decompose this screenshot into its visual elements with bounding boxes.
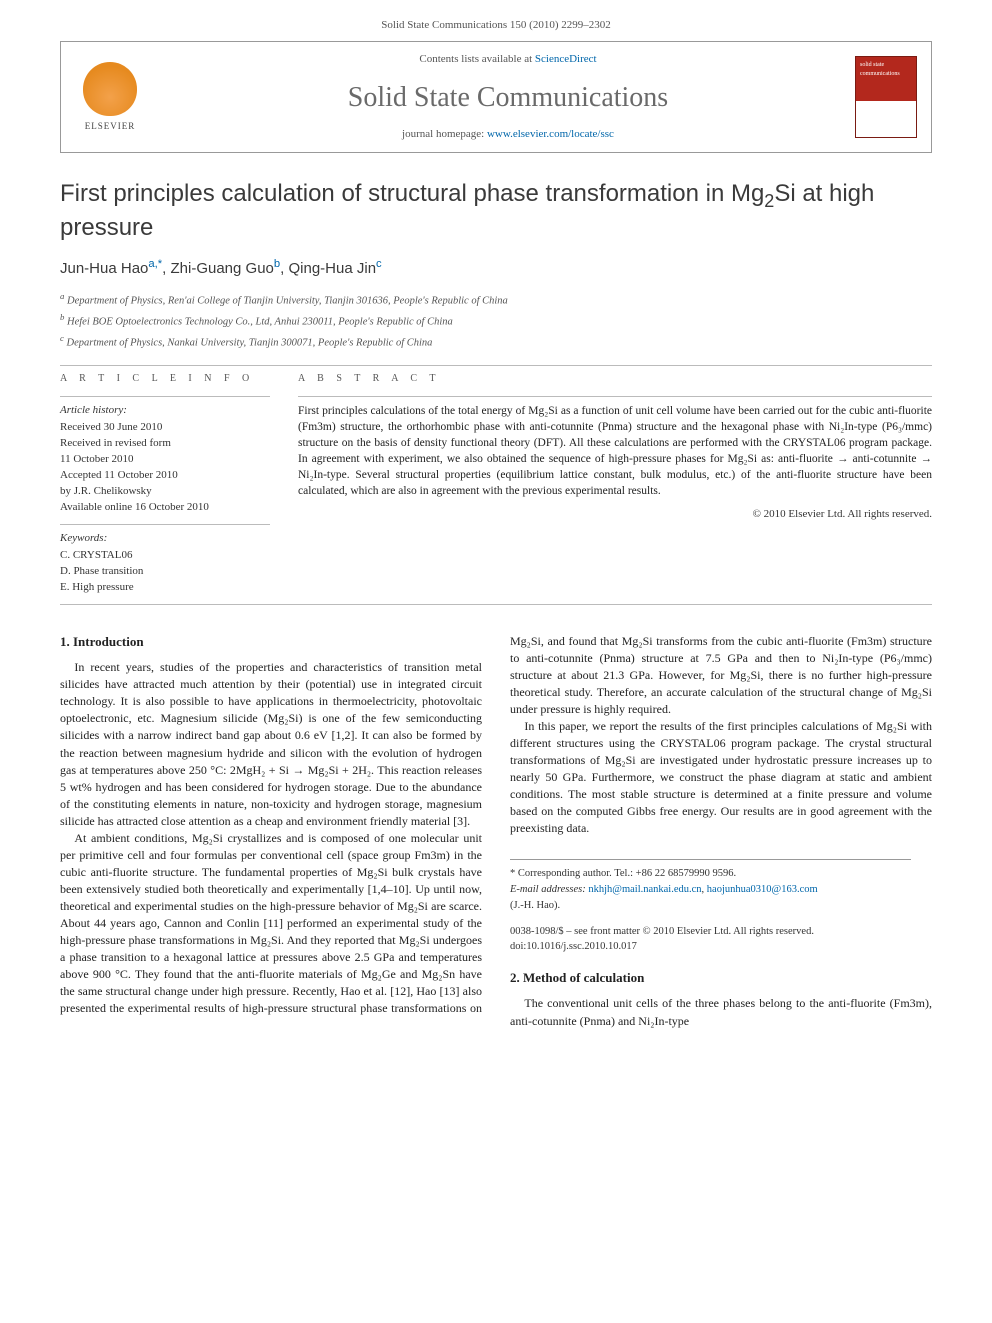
affil-b: b Hefei BOE Optoelectronics Technology C… (60, 310, 932, 331)
contents-prefix: Contents lists available at (419, 53, 534, 65)
homepage-line: journal homepage: www.elsevier.com/locat… (161, 127, 855, 142)
homepage-link[interactable]: www.elsevier.com/locate/ssc (487, 128, 614, 140)
doi-line: doi:10.1016/j.ssc.2010.10.017 (510, 939, 932, 955)
author-3-name: Qing-Hua Jin (289, 260, 377, 277)
affil-b-text: Hefei BOE Optoelectronics Technology Co.… (67, 317, 453, 328)
journal-masthead: ELSEVIER Contents lists available at Sci… (60, 41, 932, 153)
info-divider-2 (60, 524, 270, 525)
abstract-column: a b s t r a c t First principles calcula… (298, 372, 932, 596)
section-2-title: 2. Method of calculation (510, 969, 932, 987)
abstract-divider (298, 396, 932, 397)
doi-block: 0038-1098/$ – see front matter © 2010 El… (510, 924, 932, 956)
keywords-text: C. CRYSTAL06 D. Phase transition E. High… (60, 548, 270, 596)
journal-cover-thumbnail: solid state communications (855, 56, 917, 138)
article-body: First principles calculation of structur… (0, 179, 992, 1069)
email-label: E-mail addresses: (510, 884, 586, 895)
affil-b-mark: b (60, 312, 64, 322)
article-title: First principles calculation of structur… (60, 179, 932, 242)
affil-c: c Department of Physics, Nankai Universi… (60, 331, 932, 352)
title-subscript: 2 (764, 191, 774, 211)
elsevier-label: ELSEVIER (85, 120, 136, 133)
email-line: E-mail addresses: nkhjh@mail.nankai.edu.… (510, 882, 911, 898)
keywords-label: Keywords: (60, 531, 270, 546)
elsevier-tree-icon (83, 62, 137, 116)
masthead-center: Contents lists available at ScienceDirec… (161, 52, 855, 142)
corr-label: * Corresponding author. Tel.: +86 22 685… (510, 866, 911, 882)
divider-bottom (60, 604, 932, 605)
issn-line: 0038-1098/$ – see front matter © 2010 El… (510, 924, 932, 940)
affil-a-text: Department of Physics, Ren'ai College of… (67, 295, 508, 306)
authors-line: Jun-Hua Haoa,*, Zhi-Guang Guob, Qing-Hua… (60, 257, 932, 279)
email-tail: (J.-H. Hao). (510, 898, 911, 914)
affil-a-mark: a (60, 291, 64, 301)
sciencedirect-link[interactable]: ScienceDirect (535, 53, 597, 65)
title-pre: First principles calculation of structur… (60, 180, 764, 207)
section-1-p3: In this paper, we report the results of … (510, 718, 932, 837)
article-info-heading: a r t i c l e i n f o (60, 372, 270, 386)
section-2-p1: The conventional unit cells of the three… (510, 995, 932, 1029)
section-1-p1: In recent years, studies of the properti… (60, 659, 482, 829)
contents-line: Contents lists available at ScienceDirec… (161, 52, 855, 67)
running-header: Solid State Communications 150 (2010) 22… (0, 0, 992, 41)
abstract-copyright: © 2010 Elsevier Ltd. All rights reserved… (298, 507, 932, 522)
email-1-link[interactable]: nkhjh@mail.nankai.edu.cn (588, 884, 701, 895)
divider-top (60, 365, 932, 366)
elsevier-logo: ELSEVIER (75, 57, 145, 137)
info-divider-1 (60, 396, 270, 397)
section-1-title: 1. Introduction (60, 633, 482, 651)
affil-c-mark: c (60, 333, 64, 343)
author-2-affil[interactable]: b (274, 258, 280, 270)
author-3-affil[interactable]: c (376, 258, 382, 270)
info-abstract-row: a r t i c l e i n f o Article history: R… (60, 372, 932, 596)
author-2-name: Zhi-Guang Guo (171, 260, 274, 277)
article-info-column: a r t i c l e i n f o Article history: R… (60, 372, 270, 596)
history-text: Received 30 June 2010 Received in revise… (60, 420, 270, 516)
homepage-prefix: journal homepage: (402, 128, 487, 140)
abstract-text: First principles calculations of the tot… (298, 403, 932, 500)
cover-text: solid state communications (860, 62, 900, 76)
history-label: Article history: (60, 403, 270, 418)
email-2-link[interactable]: haojunhua0310@163.com (707, 884, 818, 895)
body-text: 1. Introduction In recent years, studies… (60, 633, 932, 1030)
abstract-heading: a b s t r a c t (298, 372, 932, 386)
affil-a: a Department of Physics, Ren'ai College … (60, 289, 932, 310)
affiliations: a Department of Physics, Ren'ai College … (60, 289, 932, 353)
author-1-affil[interactable]: a,* (148, 258, 162, 270)
corresponding-author-footer: * Corresponding author. Tel.: +86 22 685… (510, 859, 911, 913)
citation-text: Solid State Communications 150 (2010) 22… (381, 19, 610, 31)
author-1-name: Jun-Hua Hao (60, 260, 148, 277)
affil-c-text: Department of Physics, Nankai University… (67, 338, 433, 349)
journal-name: Solid State Communications (161, 78, 855, 117)
